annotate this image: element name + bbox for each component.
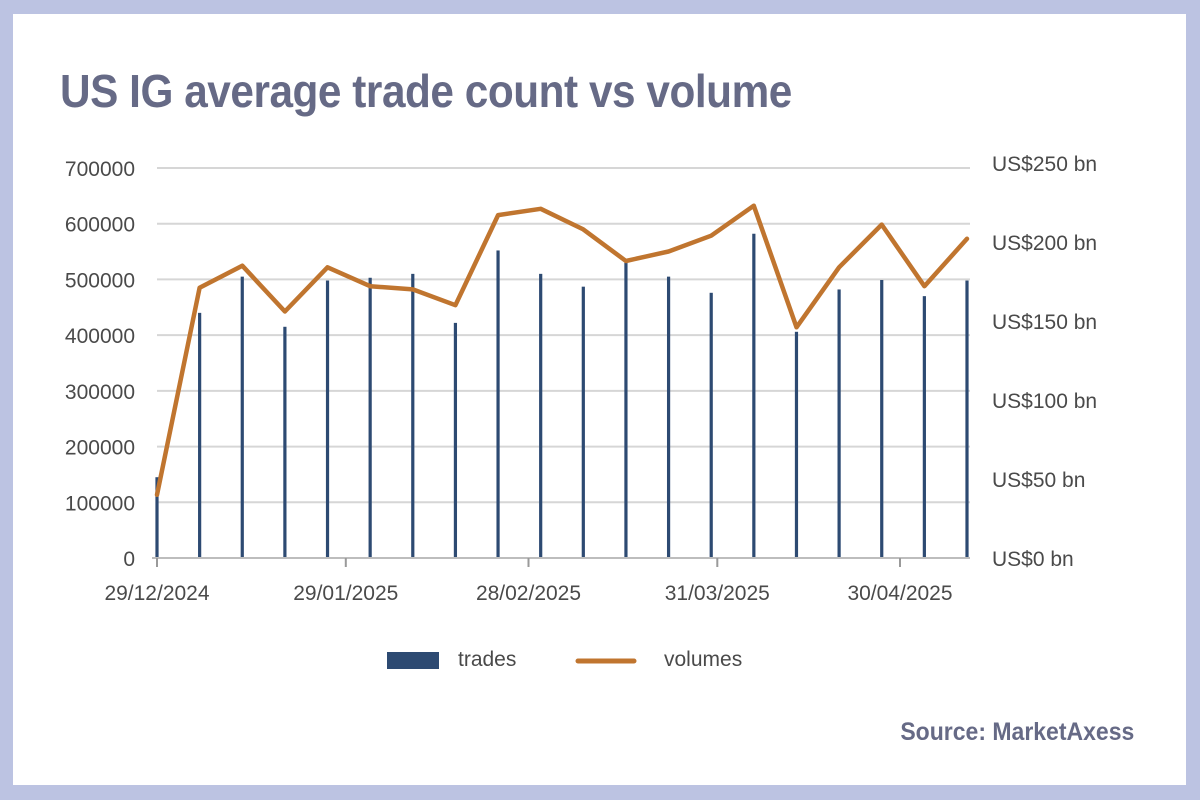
source-note: Source: MarketAxess [900, 718, 1134, 746]
y-left-tick-label: 0 [123, 548, 135, 571]
trades-bar [965, 280, 969, 558]
volumes-line-group [154, 203, 970, 498]
y-right-tick-label: US$150 bn [992, 311, 1097, 334]
x-tick-label: 29/12/2024 [104, 582, 209, 605]
y-left-tick-label: 300000 [65, 381, 135, 404]
x-tick-label: 29/01/2025 [293, 582, 398, 605]
trades-bars [155, 233, 969, 558]
trades-bar [155, 477, 159, 558]
y-right-tick-label: US$0 bn [992, 548, 1074, 571]
trades-bar [752, 233, 756, 558]
trades-bar [240, 276, 244, 558]
trades-bar [581, 286, 585, 558]
x-axis [152, 557, 970, 567]
trades-bar [283, 326, 287, 558]
legend-swatch-trades [387, 652, 439, 669]
trades-bar [794, 331, 799, 558]
legend-label-trades: trades [458, 648, 516, 671]
trades-bar [198, 312, 202, 558]
y-right-tick-label: US$250 bn [992, 153, 1097, 176]
trades-bar [880, 279, 884, 558]
x-tick-label: 28/02/2025 [476, 582, 581, 605]
trades-bar [453, 322, 458, 558]
x-tick-label: 31/03/2025 [665, 582, 770, 605]
trades-bar [496, 250, 500, 558]
y-right-tick-label: US$50 bn [992, 469, 1085, 492]
y-left-tick-label: 100000 [65, 492, 135, 515]
trades-bar [624, 262, 628, 558]
volumes-line [154, 203, 970, 498]
y-right-tick-label: US$100 bn [992, 390, 1097, 413]
y-axis-left: 0 100000 200000 300000 400000 500000 600000 700… [65, 158, 135, 571]
legend-label-volumes: volumes [664, 648, 742, 671]
trades-bar [539, 273, 543, 558]
trades-bar [325, 280, 330, 558]
trades-bar [709, 292, 713, 558]
gridlines [157, 167, 970, 504]
trades-bar [666, 276, 671, 558]
y-axis-right: US$0 bn US$50 bn US$100 bn US$150 bn US$200 … [992, 153, 1097, 571]
y-left-tick-label: 600000 [65, 214, 135, 237]
y-left-tick-label: 700000 [65, 158, 135, 181]
y-right-tick-label: US$200 bn [992, 232, 1097, 255]
x-tick-label: 30/04/2025 [847, 582, 952, 605]
y-left-tick-label: 500000 [65, 269, 135, 292]
trades-bar [368, 277, 372, 558]
y-left-tick-label: 400000 [65, 325, 135, 348]
chart-card: US IG average trade count vs volume Sour… [13, 14, 1186, 785]
legend: trades volumes [387, 648, 742, 671]
trades-bar [411, 273, 415, 558]
chart-title: US IG average trade count vs volume [60, 65, 792, 117]
x-axis-labels: 29/12/2024 29/01/2025 28/02/2025 31/03/2025… [104, 582, 952, 605]
trades-bar [837, 289, 841, 558]
y-left-tick-label: 200000 [65, 437, 135, 460]
trades-bar [922, 296, 926, 558]
